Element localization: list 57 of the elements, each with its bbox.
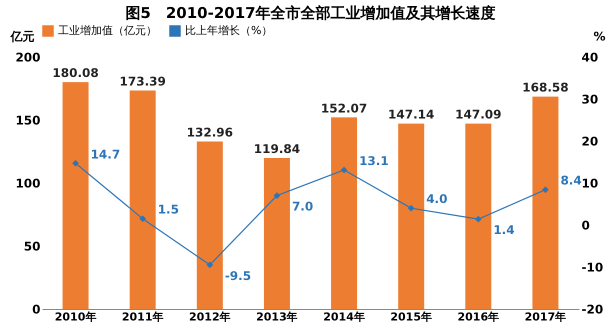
y-tick-label: 100 bbox=[15, 176, 40, 190]
data-label: 152.07 bbox=[320, 101, 368, 116]
bar bbox=[130, 90, 156, 309]
x-tick-label: 2017年 bbox=[524, 310, 566, 324]
y-axis-title: 亿元 bbox=[10, 30, 34, 44]
y2-tick-label: 0 bbox=[582, 218, 590, 232]
bar bbox=[465, 124, 492, 309]
y-tick-label: 150 bbox=[15, 114, 40, 128]
data-label: 147.09 bbox=[455, 108, 502, 122]
chart-title: 图5 2010-2017年全市全部工业增加值及其增长速度 bbox=[125, 4, 496, 22]
point bbox=[72, 160, 79, 167]
y2-tick-label: 20 bbox=[582, 134, 598, 148]
x-tick-label: 2013年 bbox=[256, 310, 298, 324]
y2-tick-label: -20 bbox=[582, 302, 604, 316]
point bbox=[340, 166, 348, 174]
data-label: 13.1 bbox=[359, 154, 389, 168]
legend-label: 比上年增长（%） bbox=[185, 24, 272, 37]
data-label: 8.4 bbox=[560, 174, 582, 188]
data-label: 7.0 bbox=[292, 200, 314, 214]
bar bbox=[398, 124, 424, 309]
bar bbox=[264, 158, 290, 309]
data-label: 173.39 bbox=[120, 74, 166, 89]
bar bbox=[331, 117, 358, 309]
x-tick-label: 2011年 bbox=[122, 310, 164, 324]
point bbox=[139, 215, 146, 222]
data-label: 4.0 bbox=[426, 192, 448, 206]
x-tick-label: 2010年 bbox=[54, 310, 96, 324]
data-label: 132.96 bbox=[186, 125, 233, 140]
y2-tick-label: 30 bbox=[582, 92, 598, 106]
x-tick-label: 2014年 bbox=[323, 310, 365, 324]
y2-axis-title: % bbox=[593, 30, 606, 44]
y2-tick-label: -10 bbox=[582, 260, 604, 274]
point bbox=[206, 262, 214, 268]
data-label: 180.08 bbox=[52, 66, 99, 80]
y-tick-label: 0 bbox=[32, 302, 40, 316]
x-tick-label: 2012年 bbox=[189, 310, 231, 324]
data-label: -9.5 bbox=[224, 268, 252, 283]
bar bbox=[532, 96, 558, 309]
data-label: 147.14 bbox=[388, 108, 434, 122]
bar bbox=[196, 141, 223, 309]
data-label: 14.7 bbox=[90, 147, 120, 162]
y-tick-label: 50 bbox=[24, 240, 40, 254]
point bbox=[408, 204, 415, 212]
point bbox=[274, 192, 280, 199]
data-label: 168.58 bbox=[522, 80, 569, 95]
x-tick-label: 2016年 bbox=[458, 310, 500, 324]
data-label: 1.5 bbox=[158, 202, 179, 217]
y2-tick-label: 10 bbox=[582, 176, 598, 190]
y-tick-label: 200 bbox=[15, 50, 40, 64]
data-label: 119.84 bbox=[254, 142, 300, 156]
x-tick-label: 2015年 bbox=[390, 310, 432, 324]
point bbox=[542, 186, 549, 194]
data-label: 1.4 bbox=[493, 223, 515, 238]
bar bbox=[62, 82, 89, 309]
y2-tick-label: 40 bbox=[582, 50, 598, 64]
legend-label: 工业增加值（亿元） bbox=[58, 24, 157, 37]
point bbox=[474, 216, 482, 222]
